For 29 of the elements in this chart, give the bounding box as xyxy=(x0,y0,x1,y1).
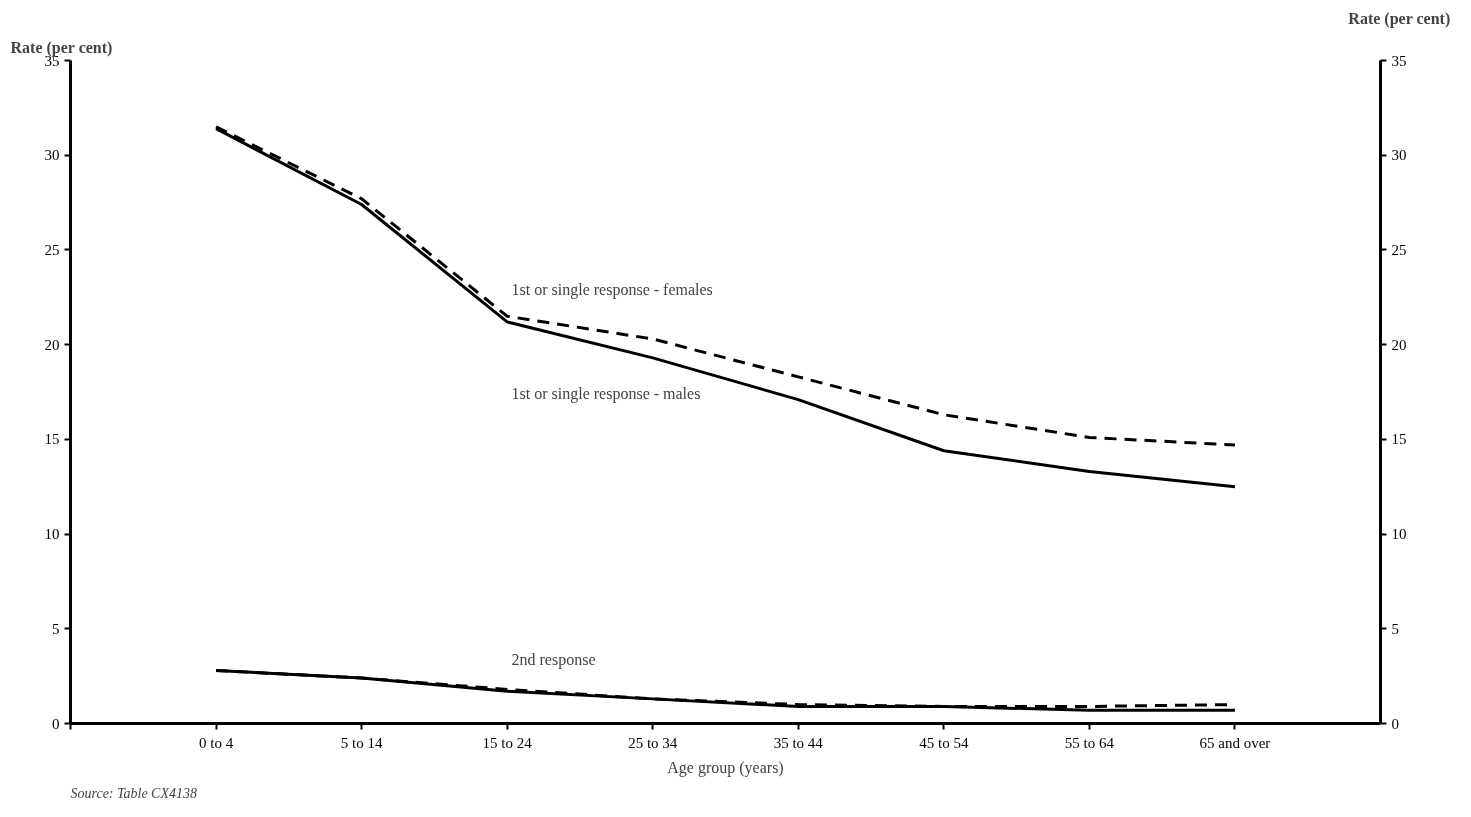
y2-tick-label: 30 xyxy=(1391,147,1407,164)
source-note: Source: Table CX4138 xyxy=(70,785,198,801)
y-tick-label: 5 xyxy=(52,620,60,637)
x-tick-label: 25 to 34 xyxy=(628,734,678,751)
x-tick-label: 0 to 4 xyxy=(198,734,234,751)
x-tick-label: 45 to 54 xyxy=(919,734,969,751)
series-label: 2nd response xyxy=(511,650,596,669)
y-tick-label: 15 xyxy=(44,431,60,448)
x-axis-title: Age group (years) xyxy=(667,758,784,777)
y2-tick-label: 0 xyxy=(1391,715,1399,732)
y2-axis-title: Rate (per cent) xyxy=(1348,9,1451,28)
x-tick-label: 15 to 24 xyxy=(482,734,533,751)
series-label: 1st or single response - males xyxy=(511,385,701,404)
y2-tick-label: 20 xyxy=(1391,336,1407,353)
y-tick-label: 10 xyxy=(44,526,60,543)
y-tick-label: 30 xyxy=(44,147,60,164)
x-tick-label: 65 and over xyxy=(1199,734,1271,751)
y2-tick-label: 15 xyxy=(1391,431,1407,448)
x-tick-label: 5 to 14 xyxy=(340,734,383,751)
x-tick-label: 55 to 64 xyxy=(1064,734,1115,751)
y-tick-label: 25 xyxy=(44,241,60,258)
y-tick-label: 20 xyxy=(44,336,60,353)
y2-tick-label: 10 xyxy=(1391,526,1407,543)
y2-tick-label: 25 xyxy=(1391,241,1407,258)
y2-tick-label: 35 xyxy=(1391,52,1407,69)
y-tick-label: 0 xyxy=(52,715,60,732)
y2-tick-label: 5 xyxy=(1391,620,1399,637)
series-label: 1st or single response - females xyxy=(511,281,713,300)
x-tick-label: 35 to 44 xyxy=(773,734,824,751)
